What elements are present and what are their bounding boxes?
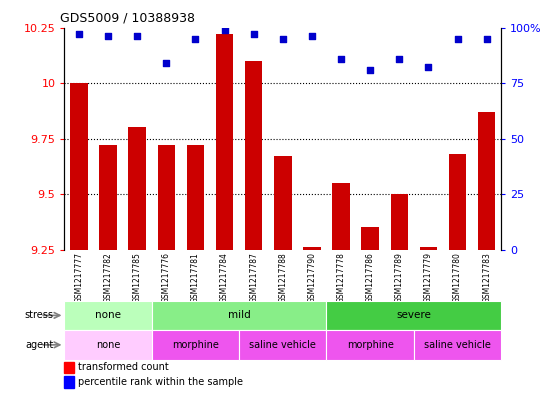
Bar — [449, 154, 466, 250]
Point — [220, 27, 229, 33]
Bar — [64, 362, 74, 373]
Bar — [157, 145, 175, 250]
Bar — [99, 145, 117, 250]
Text: stress: stress — [24, 310, 53, 320]
Text: GSM1217782: GSM1217782 — [104, 252, 113, 303]
Bar — [361, 228, 379, 250]
Text: GSM1217784: GSM1217784 — [220, 252, 229, 303]
Text: saline vehicle: saline vehicle — [424, 340, 491, 350]
Text: GSM1217781: GSM1217781 — [191, 252, 200, 303]
Text: agent: agent — [25, 340, 53, 350]
Text: GSM1217779: GSM1217779 — [424, 252, 433, 303]
Text: GSM1217778: GSM1217778 — [337, 252, 346, 303]
Point — [278, 35, 287, 42]
Point — [453, 35, 462, 42]
Point — [337, 55, 346, 62]
Bar — [216, 34, 234, 250]
Point — [424, 64, 433, 71]
Point — [191, 35, 200, 42]
Point — [74, 31, 83, 37]
Bar — [152, 330, 239, 360]
Bar — [326, 301, 501, 330]
Bar — [64, 376, 74, 387]
Text: GSM1217788: GSM1217788 — [278, 252, 287, 303]
Bar — [332, 183, 350, 250]
Bar — [303, 247, 321, 250]
Bar — [478, 112, 496, 250]
Point — [307, 33, 316, 40]
Bar — [390, 194, 408, 250]
Bar — [64, 330, 152, 360]
Bar — [70, 83, 88, 250]
Bar — [239, 330, 326, 360]
Text: none: none — [96, 340, 120, 350]
Bar — [326, 330, 414, 360]
Text: GDS5009 / 10388938: GDS5009 / 10388938 — [60, 12, 195, 25]
Text: severe: severe — [396, 310, 431, 320]
Bar — [245, 61, 263, 250]
Text: GSM1217776: GSM1217776 — [162, 252, 171, 303]
Text: GSM1217787: GSM1217787 — [249, 252, 258, 303]
Text: GSM1217786: GSM1217786 — [366, 252, 375, 303]
Point — [482, 35, 491, 42]
Text: percentile rank within the sample: percentile rank within the sample — [78, 377, 244, 387]
Text: morphine: morphine — [172, 340, 219, 350]
Text: transformed count: transformed count — [78, 362, 169, 372]
Bar — [274, 156, 292, 250]
Text: GSM1217789: GSM1217789 — [395, 252, 404, 303]
Text: GSM1217780: GSM1217780 — [453, 252, 462, 303]
Point — [395, 55, 404, 62]
Text: none: none — [95, 310, 121, 320]
Point — [162, 60, 171, 66]
Bar — [128, 127, 146, 250]
Text: mild: mild — [228, 310, 250, 320]
Text: GSM1217777: GSM1217777 — [74, 252, 83, 303]
Text: saline vehicle: saline vehicle — [249, 340, 316, 350]
Point — [104, 33, 113, 40]
Bar — [414, 330, 501, 360]
Bar — [64, 301, 152, 330]
Text: GSM1217785: GSM1217785 — [133, 252, 142, 303]
Bar — [152, 301, 326, 330]
Text: morphine: morphine — [347, 340, 394, 350]
Text: GSM1217783: GSM1217783 — [482, 252, 491, 303]
Point — [249, 31, 258, 37]
Point — [133, 33, 142, 40]
Point — [366, 66, 375, 73]
Bar — [186, 145, 204, 250]
Bar — [419, 247, 437, 250]
Text: GSM1217790: GSM1217790 — [307, 252, 316, 303]
